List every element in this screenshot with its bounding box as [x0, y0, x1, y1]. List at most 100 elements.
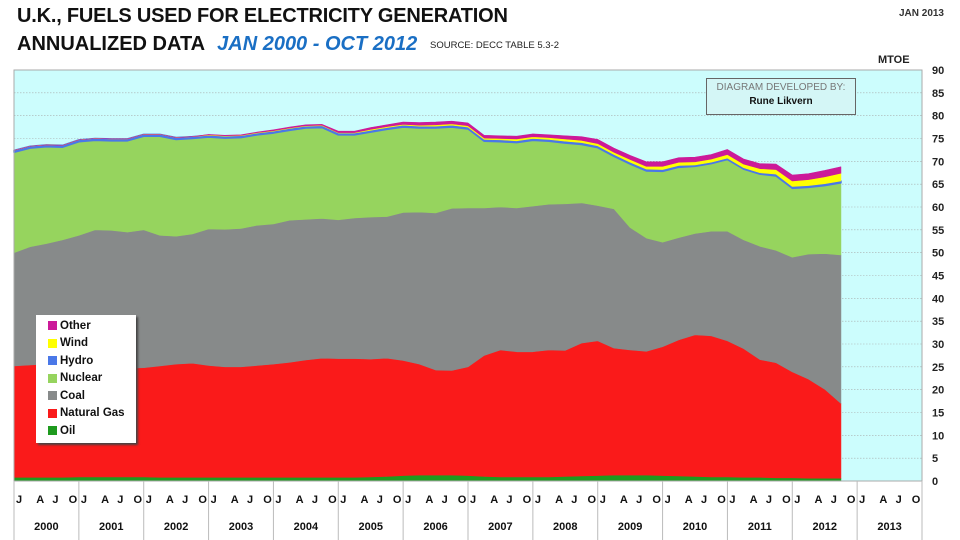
month-tick-label: J — [859, 494, 865, 506]
month-tick-label: A — [490, 494, 498, 506]
month-tick-label: J — [442, 494, 448, 506]
area-other — [13, 120, 842, 182]
month-tick-label: O — [782, 494, 791, 506]
month-tick-label: J — [506, 494, 512, 506]
month-tick-label: A — [685, 494, 693, 506]
legend-item-coal: Coal — [36, 387, 136, 405]
month-tick-label: O — [69, 494, 78, 506]
y-tick-label: 35 — [932, 316, 944, 328]
year-label: 2007 — [488, 521, 512, 533]
y-tick-label: 10 — [932, 430, 944, 442]
legend-swatch — [48, 391, 57, 401]
month-tick-label: A — [36, 494, 44, 506]
year-label: 2004 — [294, 521, 319, 533]
legend-swatch — [48, 426, 57, 436]
month-tick-label: A — [296, 494, 304, 506]
year-label: 2010 — [683, 521, 707, 533]
month-tick-label: J — [535, 494, 541, 506]
year-label: 2013 — [877, 521, 901, 533]
year-label: 2000 — [34, 521, 58, 533]
y-tick-label: 50 — [932, 248, 944, 260]
month-tick-label: O — [847, 494, 856, 506]
month-tick-label: O — [458, 494, 467, 506]
y-tick-label: 40 — [932, 293, 944, 305]
year-label: 2009 — [618, 521, 642, 533]
legend-item-other: Other — [36, 317, 136, 335]
legend-label: Hydro — [60, 354, 94, 367]
month-tick-label: J — [766, 494, 772, 506]
month-tick-label: J — [182, 494, 188, 506]
y-tick-label: 75 — [932, 134, 944, 146]
month-tick-label: J — [470, 494, 476, 506]
month-tick-label: J — [146, 494, 152, 506]
month-tick-label: O — [198, 494, 207, 506]
month-tick-label: O — [393, 494, 402, 506]
legend-label: Oil — [60, 424, 76, 437]
subtitle-label: ANNUALIZED DATA — [17, 33, 206, 55]
month-tick-label: J — [312, 494, 318, 506]
month-tick-label: A — [361, 494, 369, 506]
y-tick-label: 65 — [932, 179, 944, 191]
month-tick-label: J — [16, 494, 22, 506]
month-tick-label: O — [328, 494, 337, 506]
y-tick-label: 0 — [932, 476, 938, 488]
year-label: 2005 — [358, 521, 382, 533]
year-label: 2001 — [99, 521, 123, 533]
year-label: 2006 — [423, 521, 447, 533]
month-tick-label: O — [717, 494, 726, 506]
legend-label: Other — [60, 319, 91, 332]
month-tick-label: J — [729, 494, 735, 506]
y-tick-label: 25 — [932, 362, 944, 374]
y-axis-unit: MTOE — [878, 54, 910, 66]
legend-item-wind: Wind — [36, 335, 136, 353]
month-tick-label: O — [134, 494, 143, 506]
y-tick-label: 30 — [932, 339, 944, 351]
legend-item-oil: Oil — [36, 422, 136, 440]
month-tick-label: J — [81, 494, 87, 506]
legend-swatch — [48, 356, 57, 366]
credit-author: Rune Likvern — [749, 96, 813, 107]
y-tick-label: 70 — [932, 156, 944, 168]
y-tick-label: 15 — [932, 408, 944, 420]
month-tick-label: J — [247, 494, 253, 506]
month-tick-label: J — [665, 494, 671, 506]
month-tick-label: J — [896, 494, 902, 506]
month-tick-label: A — [815, 494, 823, 506]
y-tick-label: 20 — [932, 385, 944, 397]
month-tick-label: J — [117, 494, 123, 506]
credit-label: DIAGRAM DEVELOPED BY: — [716, 82, 846, 93]
y-tick-label: 85 — [932, 88, 944, 100]
y-tick-label: 60 — [932, 202, 944, 214]
y-tick-label: 45 — [932, 271, 944, 283]
month-tick-label: J — [794, 494, 800, 506]
year-label: 2003 — [229, 521, 253, 533]
series-areas — [13, 120, 842, 482]
month-tick-label: J — [831, 494, 837, 506]
month-tick-label: J — [377, 494, 383, 506]
month-tick-label: A — [425, 494, 433, 506]
month-tick-label: O — [912, 494, 921, 506]
legend-swatch — [48, 321, 57, 331]
month-tick-label: O — [588, 494, 597, 506]
month-tick-label: A — [750, 494, 758, 506]
month-tick-label: J — [275, 494, 281, 506]
year-label: 2011 — [748, 521, 772, 533]
publication-date: JAN 2013 — [898, 8, 944, 19]
year-label: 2008 — [553, 521, 577, 533]
legend-label: Coal — [60, 389, 85, 402]
chart-title: U.K., FUELS USED FOR ELECTRICITY GENERAT… — [17, 5, 508, 27]
legend-swatch — [48, 408, 57, 418]
chart-subtitle: ANNUALIZED DATA JAN 2000 - OCT 2012 — [17, 33, 417, 56]
legend-label: Wind — [60, 337, 88, 350]
month-tick-label: J — [701, 494, 707, 506]
y-tick-label: 80 — [932, 111, 944, 123]
legend-label: Natural Gas — [60, 407, 125, 420]
legend: Other Wind Hydro Nuclear Coal Natural Gas Oil — [36, 315, 136, 443]
month-tick-label: J — [571, 494, 577, 506]
y-axis: 0 5 10 15 20 25 30 35 40 45 50 55 60 65 70 75 80 85 90 — [932, 65, 944, 488]
month-tick-label: A — [101, 494, 109, 506]
legend-item-natural-gas: Natural Gas — [36, 405, 136, 423]
month-tick-label: A — [620, 494, 628, 506]
